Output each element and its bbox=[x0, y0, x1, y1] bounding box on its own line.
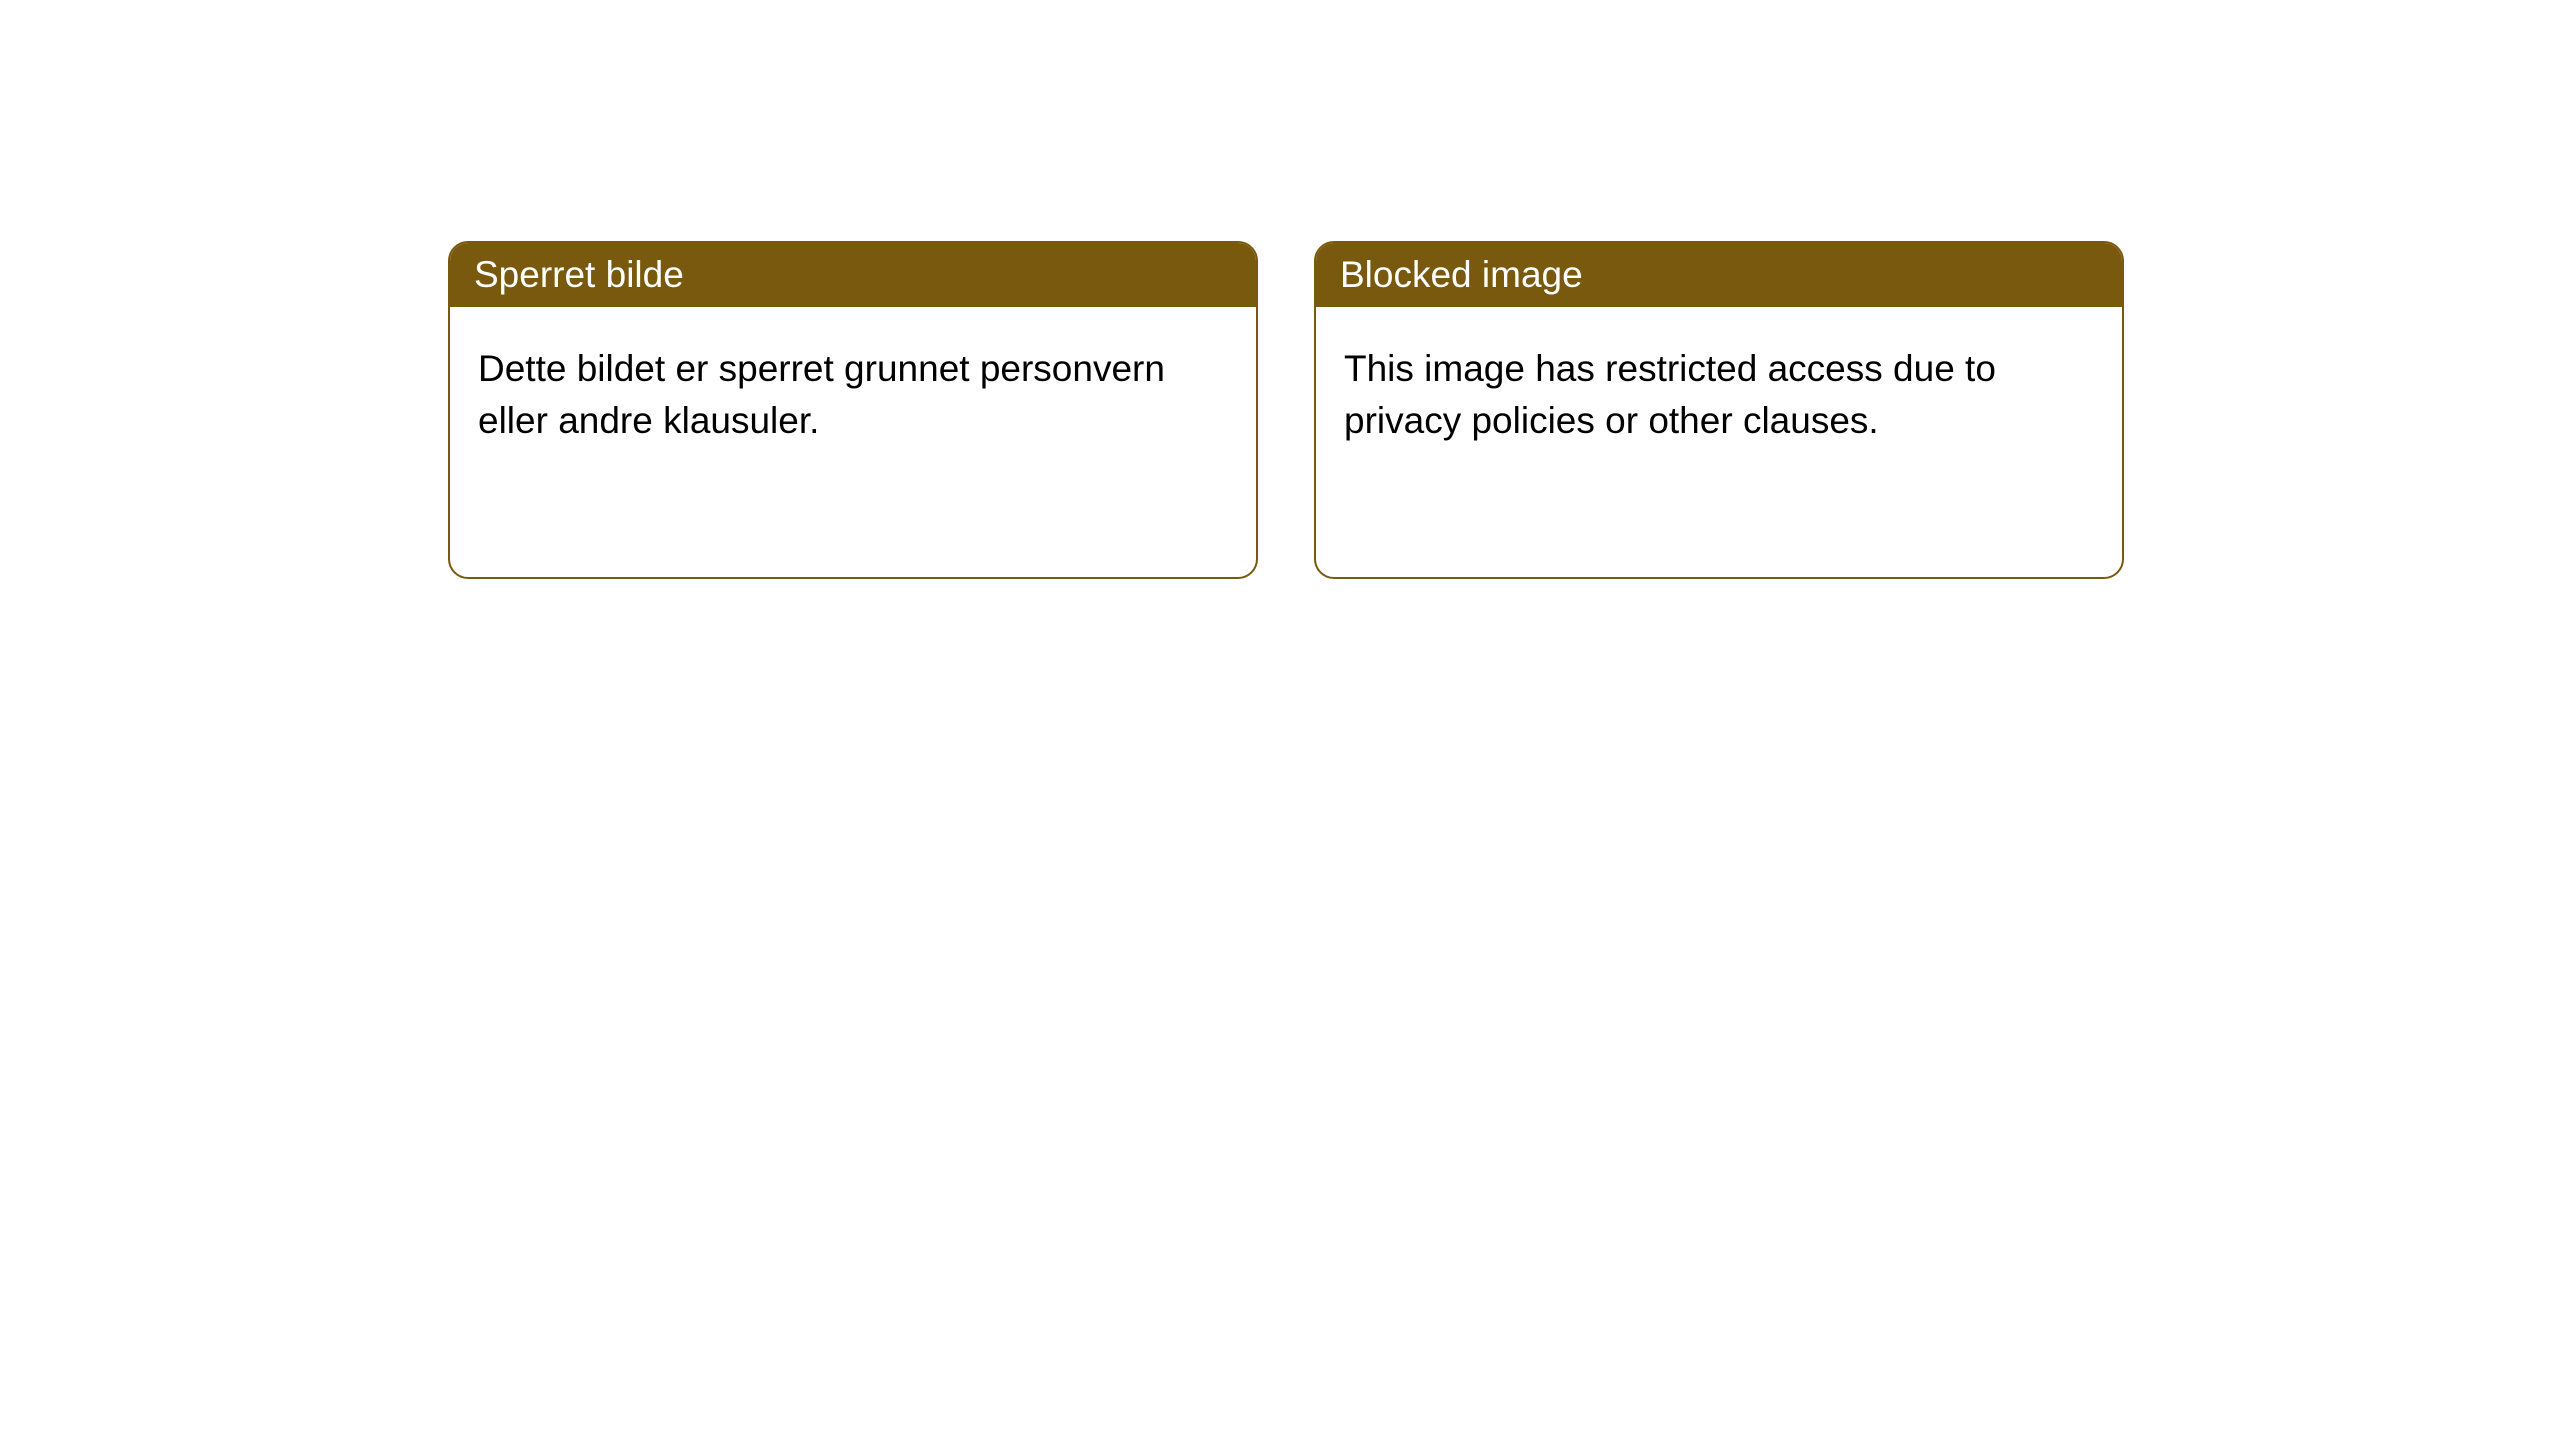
card-header-en: Blocked image bbox=[1316, 243, 2122, 307]
blocked-image-card-en: Blocked image This image has restricted … bbox=[1314, 241, 2124, 579]
card-text-no: Dette bildet er sperret grunnet personve… bbox=[478, 348, 1165, 441]
blocked-image-card-no: Sperret bilde Dette bildet er sperret gr… bbox=[448, 241, 1258, 579]
card-body-no: Dette bildet er sperret grunnet personve… bbox=[450, 307, 1256, 483]
card-title-no: Sperret bilde bbox=[474, 254, 684, 296]
card-text-en: This image has restricted access due to … bbox=[1344, 348, 1996, 441]
card-title-en: Blocked image bbox=[1340, 254, 1583, 296]
card-header-no: Sperret bilde bbox=[450, 243, 1256, 307]
notice-container: Sperret bilde Dette bildet er sperret gr… bbox=[0, 0, 2560, 579]
card-body-en: This image has restricted access due to … bbox=[1316, 307, 2122, 483]
